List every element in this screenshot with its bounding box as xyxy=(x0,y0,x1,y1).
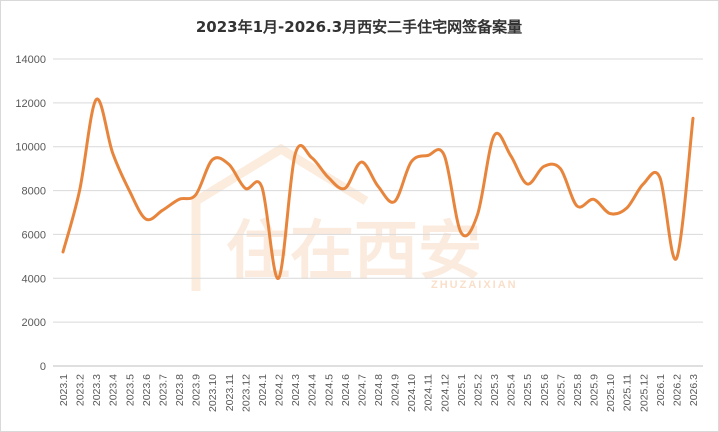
x-tick-label: 2025.4 xyxy=(506,374,518,406)
x-tick-label: 2025.5 xyxy=(522,374,534,406)
y-tick-label: 0 xyxy=(40,361,46,373)
x-tick-label: 2026.3 xyxy=(688,374,700,406)
y-axis-ticks: 0 2000 4000 6000 8000 10000 12000 14000 xyxy=(15,54,46,373)
x-tick-label: 2025.2 xyxy=(472,374,484,406)
y-tick-label: 12000 xyxy=(15,98,46,110)
x-tick-label: 2024.8 xyxy=(373,374,385,406)
x-tick-label: 2024.9 xyxy=(390,374,402,406)
y-tick-label: 10000 xyxy=(15,142,46,154)
x-tick-label: 2025.1 xyxy=(456,374,468,406)
x-tick-label: 2024.5 xyxy=(323,374,335,406)
x-tick-label: 2025.3 xyxy=(489,374,501,406)
y-tick-label: 4000 xyxy=(22,273,46,285)
x-tick-label: 2024.10 xyxy=(406,374,418,412)
x-tick-label: 2026.2 xyxy=(671,374,683,406)
x-tick-label: 2024.1 xyxy=(257,374,269,406)
x-tick-label: 2023.1 xyxy=(58,374,70,406)
watermark-subtext: ZHUZAIXIAN xyxy=(431,279,518,291)
x-tick-label: 2025.9 xyxy=(589,374,601,406)
x-tick-label: 2023.10 xyxy=(207,374,219,412)
x-tick-label: 2026.1 xyxy=(655,374,667,406)
x-tick-label: 2023.4 xyxy=(108,374,120,406)
x-tick-label: 2023.11 xyxy=(224,374,236,411)
x-tick-label: 2025.8 xyxy=(572,374,584,406)
y-tick-label: 2000 xyxy=(22,317,46,329)
watermark-logo: 住在西安 ZHUZAIXIAN xyxy=(191,143,518,291)
x-tick-label: 2023.5 xyxy=(124,374,136,406)
x-tick-label: 2023.9 xyxy=(191,374,203,406)
series-line xyxy=(61,97,695,280)
x-tick-label: 2024.12 xyxy=(439,374,451,412)
x-tick-label: 2025.11 xyxy=(622,374,634,411)
x-tick-label: 2024.2 xyxy=(274,374,286,406)
chart-title: 2023年1月-2026.3月西安二手住宅网签备案量 xyxy=(196,18,522,36)
grid-lines xyxy=(53,58,703,367)
x-tick-label: 2023.12 xyxy=(240,374,252,412)
series-layer xyxy=(61,97,695,280)
x-tick-label: 2025.7 xyxy=(555,374,567,406)
x-tick-label: 2025.10 xyxy=(605,374,617,412)
x-tick-label: 2024.3 xyxy=(290,374,302,406)
x-axis-ticks: 2023.1 2023.2 2023.3 2023.4 2023.5 2023.6 2023… xyxy=(58,374,700,412)
x-tick-label: 2023.3 xyxy=(91,374,103,406)
y-tick-label: 8000 xyxy=(22,186,46,198)
x-tick-label: 2025.12 xyxy=(638,374,650,412)
y-tick-label: 6000 xyxy=(22,229,46,241)
x-tick-label: 2024.6 xyxy=(340,374,352,406)
x-tick-label: 2024.7 xyxy=(356,374,368,406)
x-tick-label: 2024.11 xyxy=(423,374,435,411)
x-tick-label: 2023.8 xyxy=(174,374,186,406)
x-tick-label: 2023.7 xyxy=(157,374,169,406)
y-tick-label: 14000 xyxy=(15,54,46,66)
watermark-house-icon xyxy=(191,143,369,291)
x-tick-label: 2024.4 xyxy=(307,374,319,406)
x-tick-label: 2023.2 xyxy=(75,374,87,406)
x-tick-label: 2023.6 xyxy=(141,374,153,406)
x-tick-label: 2025.6 xyxy=(539,374,551,406)
